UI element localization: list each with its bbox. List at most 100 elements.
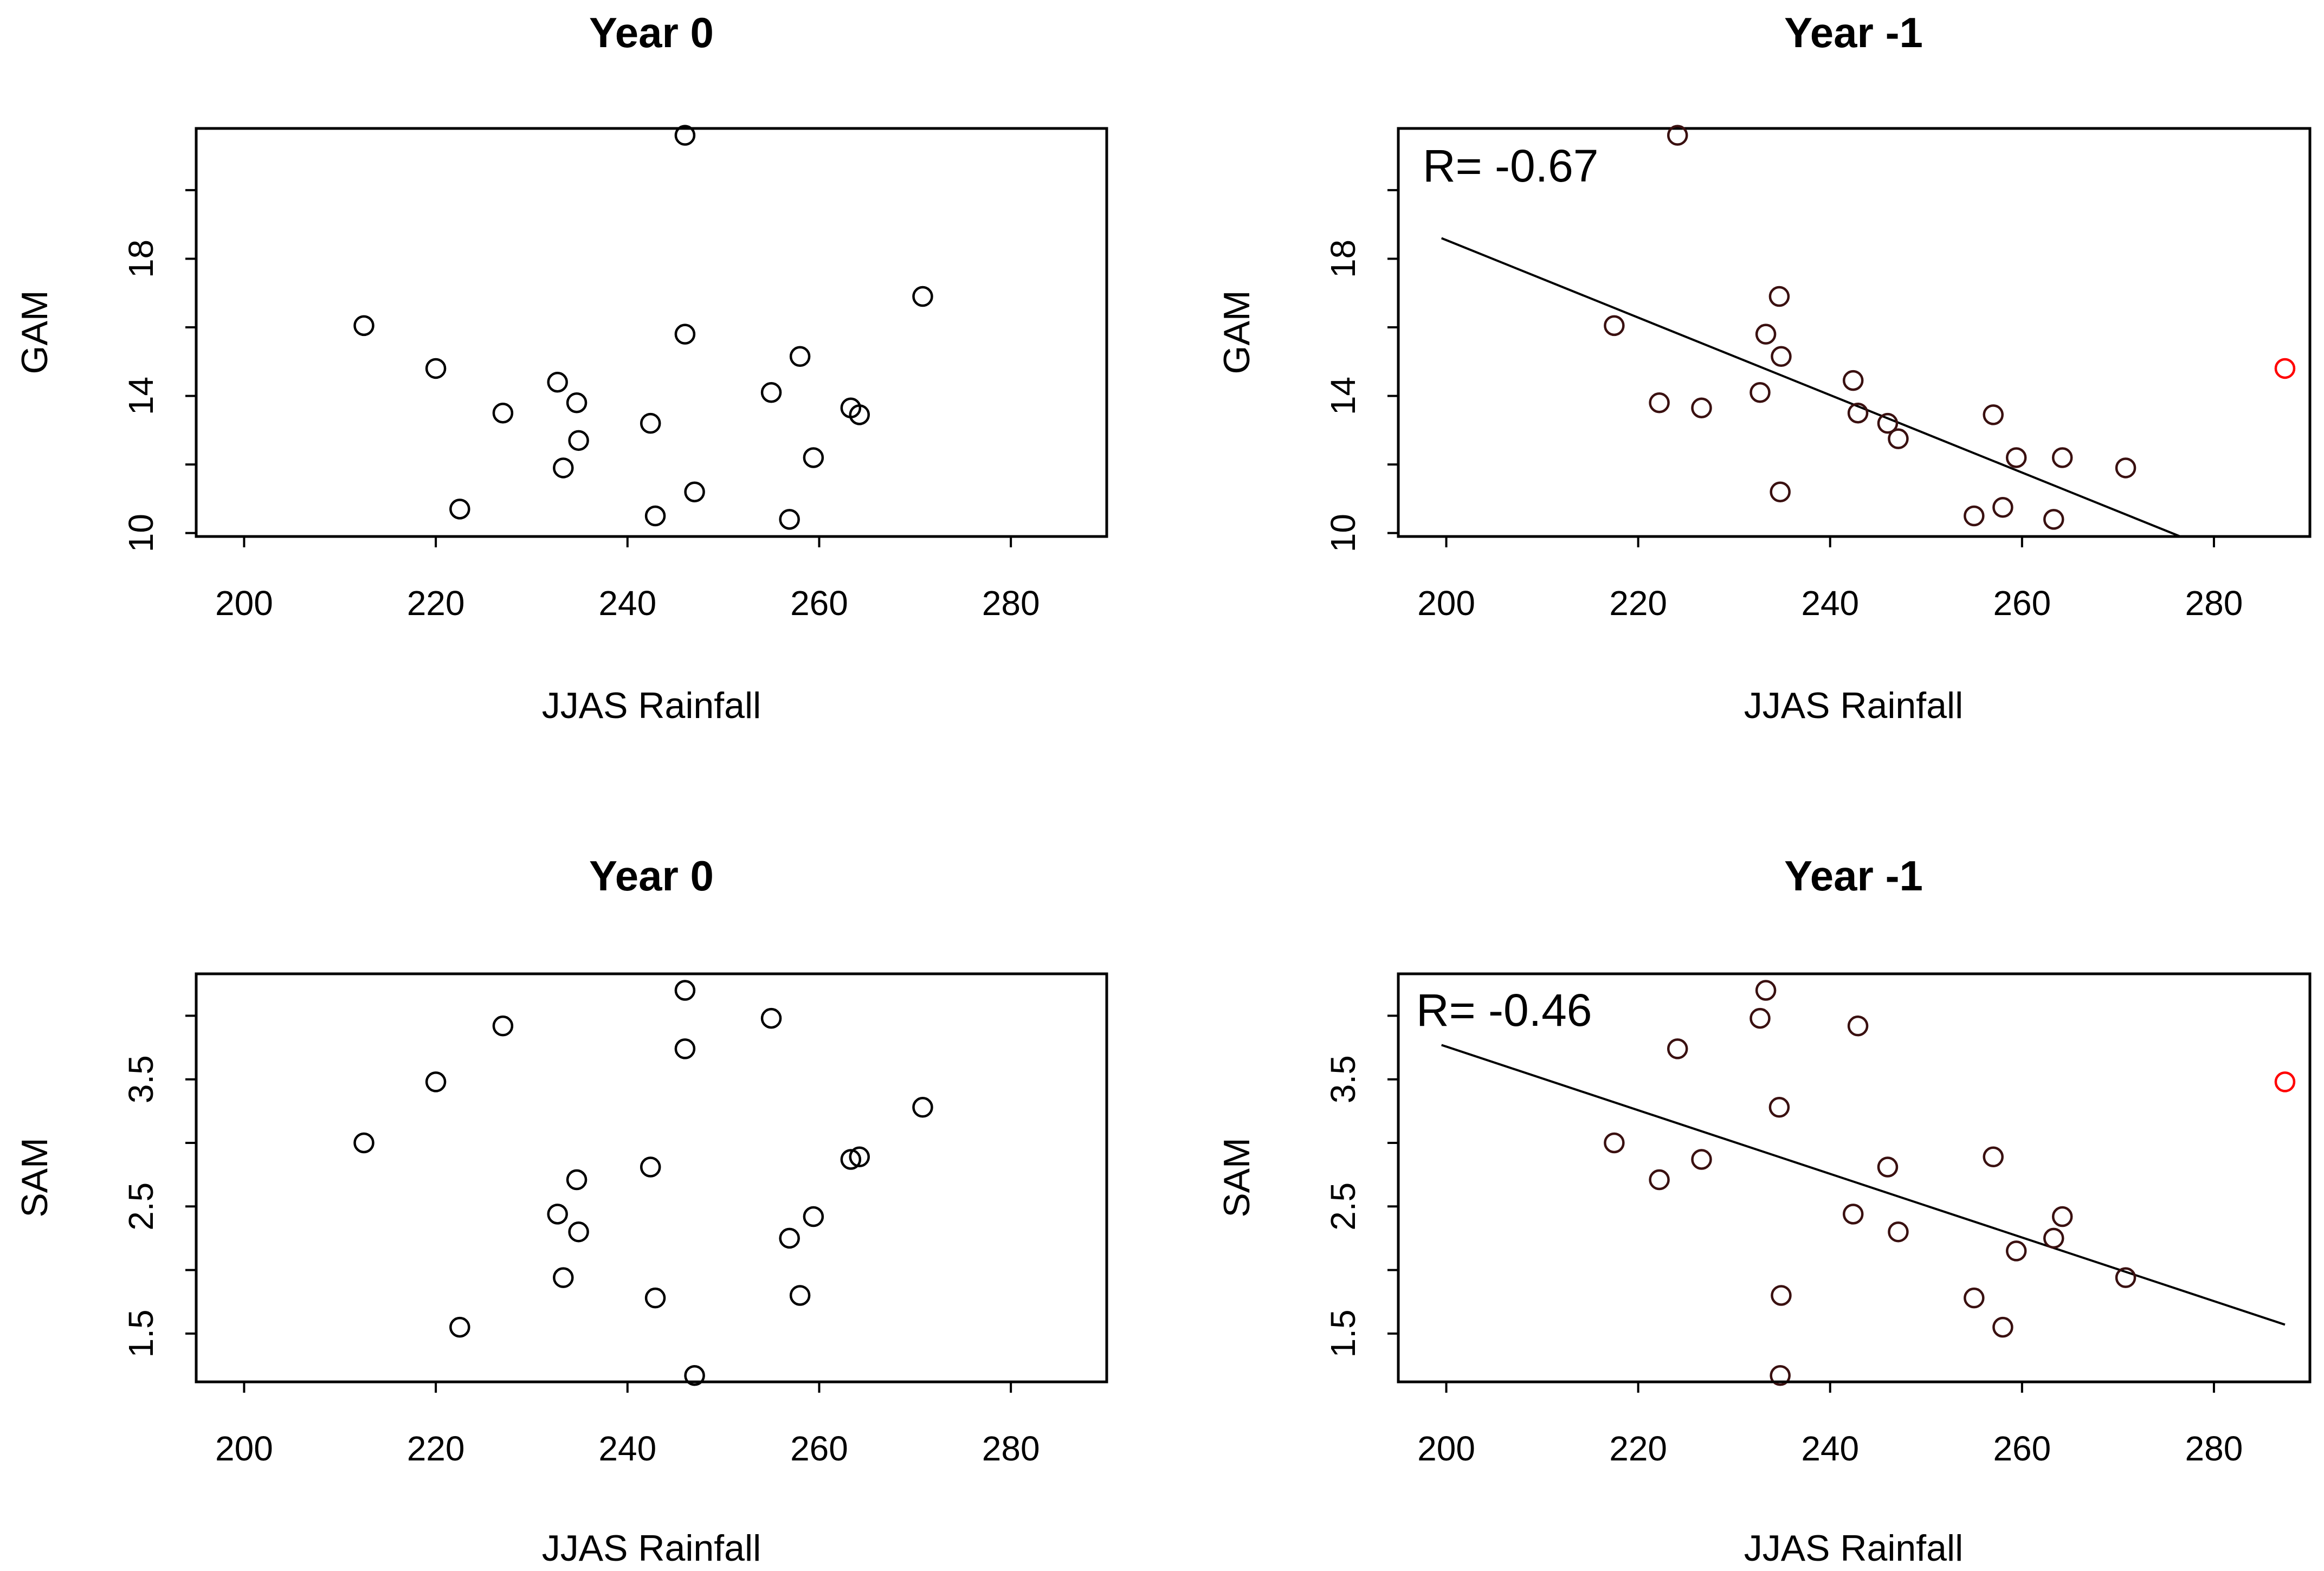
y-tick-label: 14 [121,377,160,415]
panel-gam-year-1: Year -1 R= -0.67 200 220 240 260 280 101418 … [1216,9,2312,726]
data-point [644,1287,666,1309]
x-tick-label: 220 [1609,1429,1667,1468]
x-axis: 200 220 240 260 280 [215,1381,1040,1468]
x-tick-label: 200 [215,1429,273,1468]
data-point [674,980,696,1001]
data-point [1992,1316,2013,1338]
x-axis-label: JJAS Rainfall [1744,1528,1963,1569]
y-axis-label: SAM [1216,1137,1257,1217]
y-tick-label: 18 [121,240,160,278]
data-point [644,505,666,527]
outlier-point [2274,1071,2296,1092]
data-point [547,1204,568,1225]
y-tick-label: 3.5 [1324,1055,1363,1103]
x-tick-label: 260 [790,1429,848,1468]
data-point [803,447,824,468]
data-point [353,315,375,337]
data-point [1691,397,1712,418]
chart-title: Year 0 [589,852,714,900]
data-point [1888,428,1909,449]
data-point [568,1221,589,1243]
y-tick-label: 18 [1324,240,1363,278]
data-point [1983,1146,2004,1168]
y-axis: 10 14 18 [1324,189,1399,552]
data-points [1604,980,2296,1386]
x-axis: 200 220 240 260 280 [1417,535,2243,623]
correlation-annotation: R= -0.67 [1423,140,1599,191]
y-tick-label: 10 [1324,514,1363,552]
data-point [553,457,574,479]
data-point [492,1015,514,1037]
data-point [1888,1221,1909,1243]
x-tick-label: 200 [1417,584,1475,623]
y-axis-label: GAM [14,290,55,374]
data-point [1983,404,2004,425]
data-point [1964,1287,1985,1309]
y-axis-label: SAM [14,1137,55,1217]
regression-line [1441,237,2181,538]
data-point [640,412,661,434]
data-point [1649,392,1670,413]
data-point [1755,324,1777,345]
data-point [684,481,705,502]
data-point [566,1169,588,1191]
y-tick-label: 1.5 [1324,1309,1363,1357]
x-tick-label: 200 [215,584,273,623]
plot-frame [195,972,1108,1383]
y-tick-label: 2.5 [1324,1182,1363,1231]
x-tick-label: 240 [1801,1429,1859,1468]
data-point [1755,980,1777,1001]
y-tick-label: 10 [121,514,160,552]
data-point [1877,412,1899,434]
data-point [547,372,568,393]
x-axis-label: JJAS Rainfall [542,685,761,726]
data-point [2051,447,2073,468]
y-axis: 10 14 18 [121,189,197,552]
outlier-point [2274,358,2296,379]
data-point [553,1267,574,1288]
data-point [1604,315,1625,337]
data-point [2051,1206,2073,1227]
x-tick-label: 280 [2185,1429,2243,1468]
data-point [674,324,696,345]
x-tick-label: 280 [982,584,1040,623]
panel-gam-year0: Year 0 200 220 240 260 280 10 14 18 JJAS Rainf… [14,9,1108,726]
data-point [1847,1015,1869,1037]
data-point [674,1038,696,1059]
data-point [760,382,782,403]
data-points [353,980,933,1386]
data-points [353,125,933,530]
data-point [640,1156,661,1178]
data-point [684,1365,705,1386]
x-axis: 200 220 240 260 280 [1417,1381,2243,1468]
chart-title: Year -1 [1784,852,1923,900]
plot-frame [195,127,1108,538]
data-point [1842,370,1864,391]
data-point [1877,1156,1899,1178]
data-point [1964,505,1985,527]
x-tick-label: 240 [1801,584,1859,623]
y-tick-label: 2.5 [121,1182,160,1231]
data-point [566,392,588,413]
data-point [1768,1097,1790,1118]
x-tick-label: 240 [598,1429,656,1468]
panel-sam-year0: Year 0 200 220 240 260 280 1.5 2.5 3.5 JJAS Ra… [14,852,1108,1569]
data-point [849,1146,870,1168]
x-tick-label: 260 [1993,1429,2051,1468]
x-tick-label: 240 [598,584,656,623]
data-point [789,1285,811,1306]
x-axis-label: JJAS Rainfall [1744,685,1963,726]
data-point [568,430,589,451]
data-point [1770,1365,1791,1386]
data-point [1771,1285,1792,1306]
x-axis-label: JJAS Rainfall [542,1528,761,1569]
chart-title: Year -1 [1784,9,1923,56]
x-tick-label: 280 [2185,584,2243,623]
data-point [449,499,470,520]
data-point [492,402,514,424]
data-point [912,286,933,307]
data-point [425,1071,447,1092]
data-point [779,1227,800,1249]
x-tick-label: 220 [407,1429,465,1468]
